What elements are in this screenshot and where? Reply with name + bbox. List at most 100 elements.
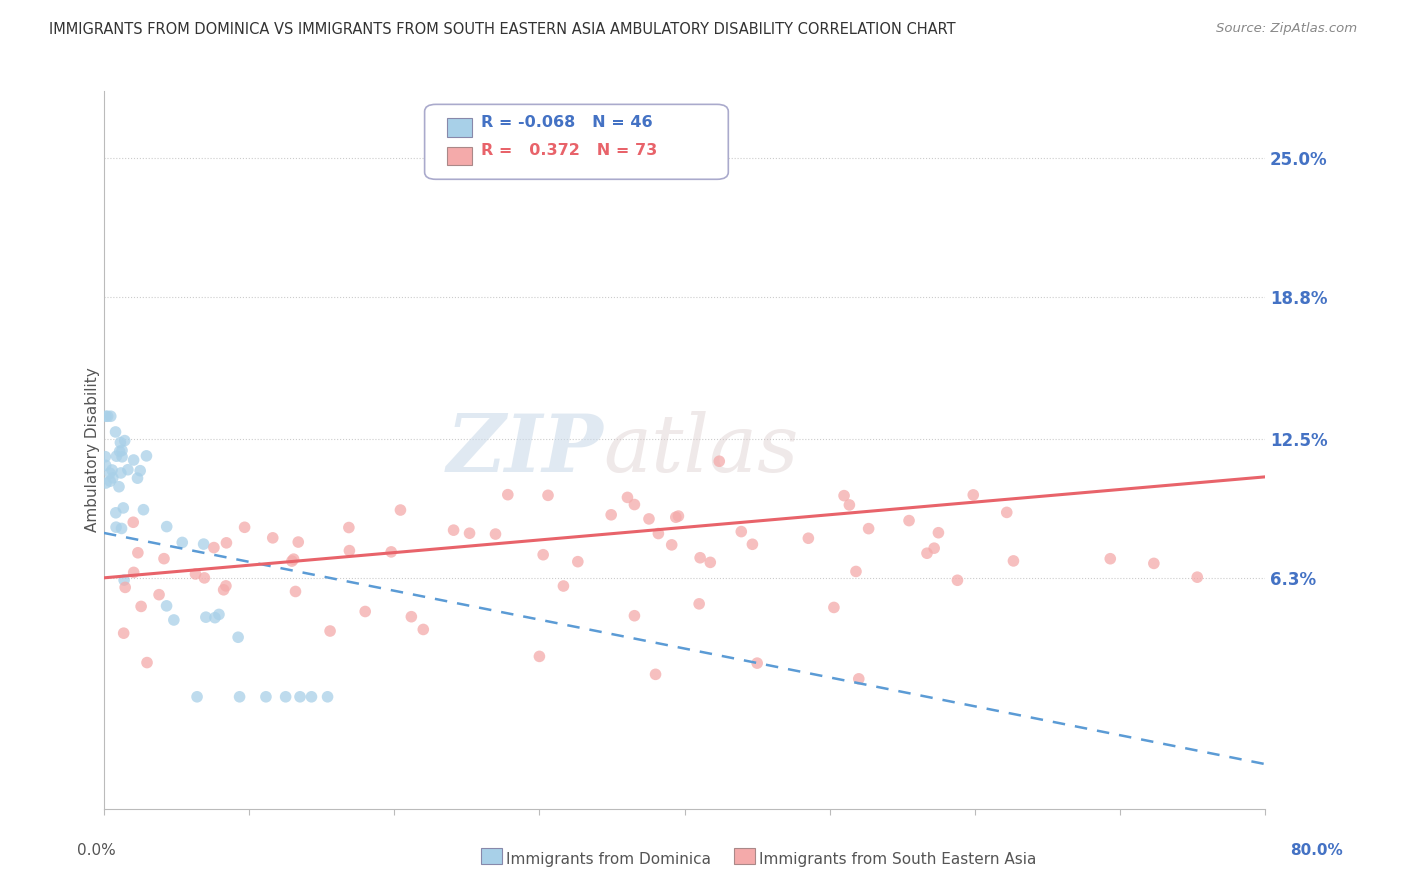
- Point: [108, 444, 131, 458]
- Point: [110, 466, 132, 480]
- Point: [600, 508, 623, 522]
- Point: [127, 546, 149, 560]
- Point: [112, 626, 135, 640]
- Point: [823, 600, 845, 615]
- Point: [319, 624, 342, 638]
- Point: [194, 610, 217, 624]
- Point: [100, 409, 122, 424]
- Point: [1143, 557, 1166, 571]
- Point: [1002, 554, 1025, 568]
- Point: [94, 458, 117, 473]
- Point: [845, 565, 868, 579]
- Point: [254, 690, 277, 704]
- Point: [1187, 570, 1209, 584]
- Point: [797, 531, 820, 545]
- Point: [274, 690, 297, 704]
- Point: [832, 489, 855, 503]
- Point: [838, 498, 860, 512]
- Point: [354, 605, 377, 619]
- Point: [94, 450, 117, 464]
- Point: [110, 435, 132, 450]
- Point: [202, 541, 225, 555]
- Point: [741, 537, 763, 551]
- Point: [848, 672, 870, 686]
- Point: [98, 474, 121, 488]
- Point: [122, 515, 145, 529]
- Point: [132, 502, 155, 516]
- Point: [301, 690, 323, 704]
- Point: [186, 690, 208, 704]
- Point: [496, 488, 519, 502]
- Point: [647, 526, 669, 541]
- Point: [233, 520, 256, 534]
- Point: [155, 599, 177, 613]
- Point: [204, 610, 226, 624]
- Point: [915, 546, 938, 560]
- Point: [389, 503, 412, 517]
- Point: [184, 566, 207, 581]
- Point: [623, 608, 645, 623]
- Point: [709, 454, 731, 468]
- Point: [623, 498, 645, 512]
- Point: [226, 630, 249, 644]
- Point: [156, 519, 179, 533]
- Text: R =   0.372   N = 73: R = 0.372 N = 73: [481, 144, 657, 158]
- Point: [108, 480, 131, 494]
- Point: [995, 505, 1018, 519]
- Point: [94, 475, 117, 490]
- Point: [101, 471, 124, 485]
- Point: [212, 582, 235, 597]
- Point: [122, 453, 145, 467]
- Point: [284, 584, 307, 599]
- Point: [638, 512, 661, 526]
- Point: [112, 573, 135, 587]
- Point: [898, 514, 921, 528]
- Point: [443, 523, 465, 537]
- Point: [287, 535, 309, 549]
- Y-axis label: Ambulatory Disability: Ambulatory Disability: [86, 368, 100, 533]
- Point: [104, 425, 127, 439]
- Point: [484, 527, 506, 541]
- Point: [172, 535, 194, 549]
- Point: [215, 579, 238, 593]
- Point: [129, 464, 152, 478]
- Text: atlas: atlas: [603, 411, 799, 489]
- Point: [316, 690, 339, 704]
- Point: [458, 526, 481, 541]
- Point: [208, 607, 231, 622]
- Point: [127, 471, 149, 485]
- Point: [689, 550, 711, 565]
- Point: [962, 488, 984, 502]
- Point: [148, 588, 170, 602]
- Point: [380, 545, 402, 559]
- Point: [114, 581, 136, 595]
- Point: [747, 656, 769, 670]
- Point: [117, 463, 139, 477]
- Point: [699, 555, 721, 569]
- Point: [412, 623, 434, 637]
- Point: [688, 597, 710, 611]
- Point: [193, 571, 215, 585]
- Point: [94, 409, 117, 424]
- Point: [339, 543, 361, 558]
- Text: Source: ZipAtlas.com: Source: ZipAtlas.com: [1216, 22, 1357, 36]
- Text: ZIP: ZIP: [447, 411, 603, 489]
- Point: [668, 509, 690, 524]
- Text: IMMIGRANTS FROM DOMINICA VS IMMIGRANTS FROM SOUTH EASTERN ASIA AMBULATORY DISABI: IMMIGRANTS FROM DOMINICA VS IMMIGRANTS F…: [49, 22, 956, 37]
- Point: [136, 656, 159, 670]
- Point: [661, 538, 683, 552]
- Point: [262, 531, 284, 545]
- Point: [163, 613, 186, 627]
- Point: [114, 434, 136, 448]
- Point: [111, 443, 134, 458]
- Point: [337, 520, 360, 534]
- Point: [228, 690, 250, 704]
- Point: [553, 579, 575, 593]
- Text: 80.0%: 80.0%: [1289, 843, 1343, 858]
- Point: [215, 536, 238, 550]
- Point: [283, 552, 305, 566]
- Point: [946, 574, 969, 588]
- Point: [858, 522, 880, 536]
- Point: [401, 609, 423, 624]
- Text: R = -0.068   N = 46: R = -0.068 N = 46: [481, 115, 652, 129]
